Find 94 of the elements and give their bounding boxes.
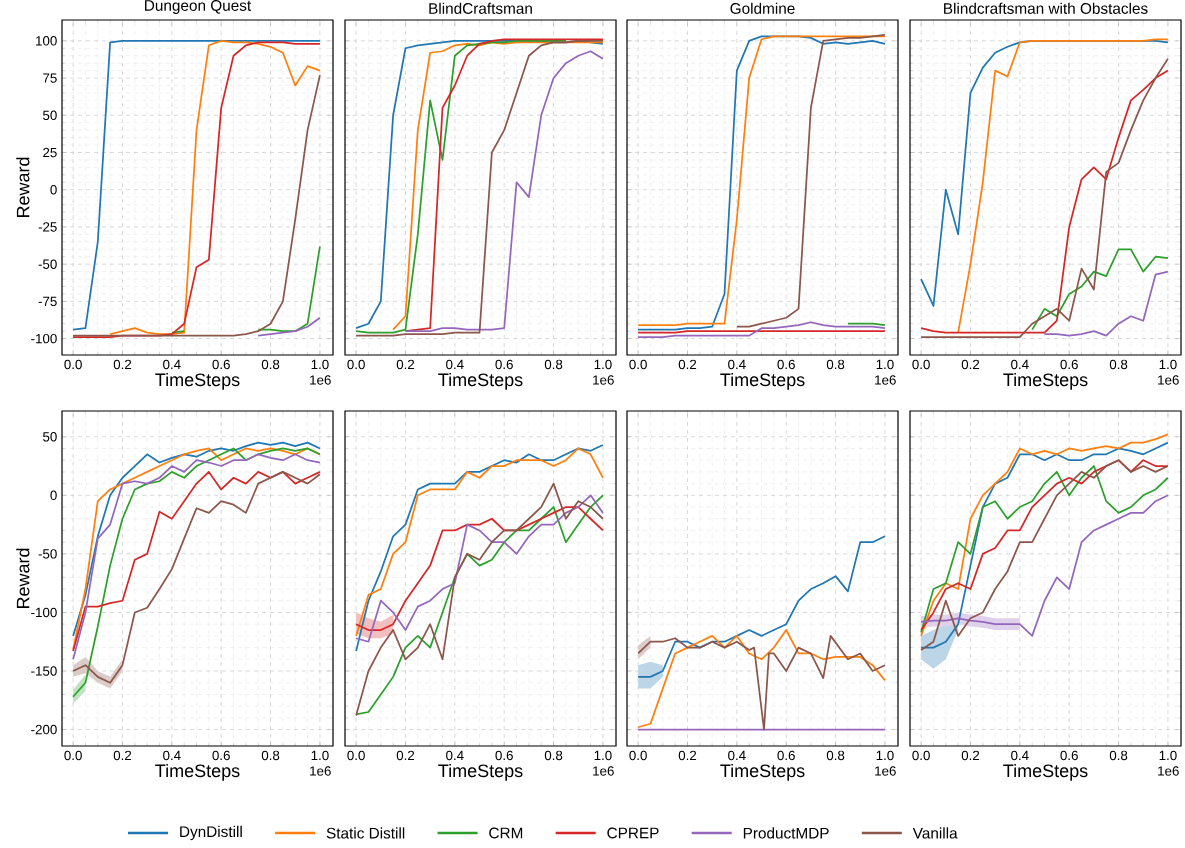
text: 1e6: [875, 375, 896, 385]
x-tick-label: 0.4: [446, 750, 464, 761]
x-tick-label: 0.8: [826, 359, 845, 370]
y-tick-label: -50: [38, 549, 57, 559]
x-tick-label: 0.0: [912, 750, 930, 761]
x-tick-label: 0.4: [163, 750, 181, 761]
x-tick-label: 0.8: [544, 750, 563, 761]
x-tick-label: 0.4: [1011, 750, 1029, 761]
y-tick-label: -200: [31, 724, 57, 735]
x-tick-label: 0.2: [396, 750, 415, 761]
x-tick-label: 0.8: [261, 359, 280, 370]
x-tick-label: 1.0: [876, 750, 894, 761]
x-tick-label: 0.6: [1060, 750, 1078, 761]
text: 1e6: [310, 766, 331, 776]
chart-title: BlindCraftsman: [429, 2, 532, 14]
y-tick-label: -100: [31, 333, 57, 344]
y-axis-title: Reward: [16, 548, 30, 609]
text: 1e6: [1158, 766, 1179, 776]
legend-label: CRM: [489, 827, 523, 839]
y-tick-label: 0: [50, 490, 57, 501]
y-tick-label: 50: [43, 432, 57, 442]
x-axis-title: TimeSteps: [720, 372, 805, 390]
x-tick-label: 1.0: [311, 359, 329, 370]
x-tick-label: 1.0: [876, 359, 894, 370]
x-tick-label: 0.0: [64, 750, 82, 761]
x-tick-label: 0.8: [826, 750, 845, 761]
x-tick-label: 0.4: [446, 359, 464, 370]
text: 1e6: [310, 375, 331, 385]
x-tick-label: 0.2: [961, 359, 980, 370]
x-tick-label: 1.0: [1159, 359, 1177, 370]
y-tick-label: -75: [38, 296, 57, 307]
x-tick-label: 0.6: [777, 359, 795, 370]
x-tick-label: 0.6: [212, 750, 230, 761]
x-axis-title: TimeSteps: [720, 763, 805, 781]
line-series: [109, 39, 321, 336]
x-tick-label: 0.8: [1109, 750, 1128, 761]
x-tick-label: 0.6: [495, 359, 513, 370]
x-tick-label: 0.2: [961, 750, 980, 761]
x-tick-label: 0.0: [629, 359, 647, 370]
x-tick-label: 0.2: [678, 359, 697, 370]
x-tick-label: 0.4: [1011, 359, 1029, 370]
y-tick-label: -150: [31, 666, 57, 676]
y-tick-label: 75: [43, 73, 57, 83]
x-tick-label: 0.6: [777, 750, 795, 761]
x-tick-label: 0.0: [64, 359, 82, 370]
x-tick-label: 1.0: [311, 750, 329, 761]
x-tick-label: 0.6: [212, 359, 230, 370]
chart-title: Goldmine: [730, 2, 795, 14]
x-tick-label: 0.0: [347, 359, 365, 370]
x-tick-label: 1.0: [594, 750, 612, 761]
x-axis-title: TimeSteps: [438, 763, 523, 781]
x-tick-label: 0.4: [163, 359, 181, 370]
legend-label: ProductMDP: [743, 827, 829, 839]
x-axis-title: TimeSteps: [438, 372, 523, 390]
x-axis-title: TimeSteps: [1003, 763, 1088, 781]
line-series: [72, 471, 321, 684]
x-tick-label: 0.0: [347, 750, 365, 761]
x-tick-label: 0.8: [544, 359, 563, 370]
legend-label: CPREP: [607, 827, 659, 839]
x-tick-label: 0.6: [1060, 359, 1078, 370]
x-tick-label: 0.8: [261, 750, 280, 761]
chart-title: Dungeon Quest: [145, 0, 252, 14]
y-tick-label: 0: [50, 185, 57, 195]
x-tick-label: 0.8: [1109, 359, 1128, 370]
legend-label: DynDistill: [180, 825, 242, 841]
y-tick-label: -50: [38, 259, 57, 269]
x-tick-label: 0.4: [728, 750, 746, 761]
text: 1e6: [593, 375, 614, 385]
x-tick-label: 0.2: [113, 750, 132, 761]
legend-label: Static Distill: [326, 827, 405, 839]
x-tick-label: 1.0: [1159, 750, 1177, 761]
text: 1e6: [1158, 375, 1179, 385]
line-series: [257, 316, 321, 337]
chart-title: Blindcraftsman with Obstacles: [944, 2, 1148, 14]
x-axis-title: TimeSteps: [1003, 372, 1088, 390]
y-tick-label: -100: [31, 607, 57, 618]
text: 1e6: [875, 766, 896, 776]
y-tick-label: 50: [43, 110, 57, 120]
x-tick-label: 0.0: [912, 359, 930, 370]
y-tick-label: 100: [36, 36, 57, 46]
x-tick-label: 0.2: [678, 750, 697, 761]
x-tick-label: 1.0: [594, 359, 612, 370]
y-axis-title: Reward: [16, 157, 30, 218]
x-axis-title: TimeSteps: [155, 372, 240, 390]
x-axis-title: TimeSteps: [155, 763, 240, 781]
text: 1e6: [593, 766, 614, 776]
x-tick-label: 0.6: [495, 750, 513, 761]
x-tick-label: 0.2: [396, 359, 415, 370]
x-tick-label: 0.2: [113, 359, 132, 370]
x-tick-label: 0.0: [629, 750, 647, 761]
y-tick-label: 25: [43, 147, 57, 158]
legend-label: Vanilla: [912, 827, 958, 839]
x-tick-label: 0.4: [728, 359, 746, 370]
y-tick-label: -25: [38, 222, 57, 232]
